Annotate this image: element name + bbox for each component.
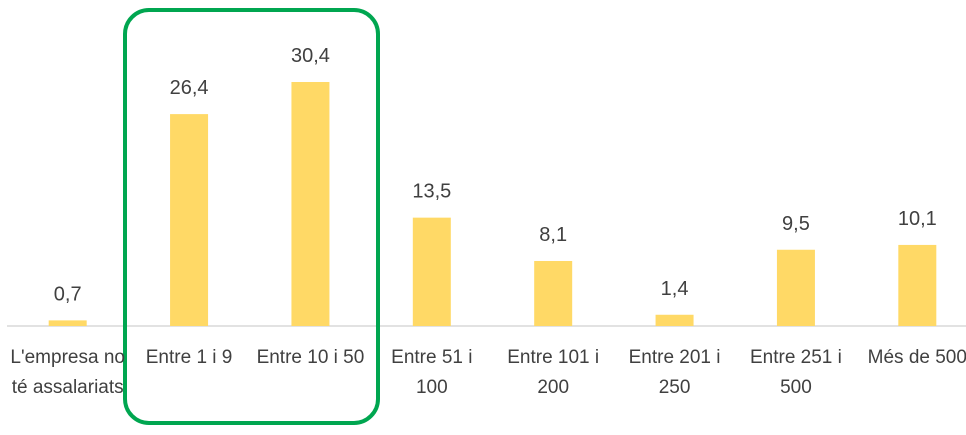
x-tick-label: Més de 500 bbox=[867, 347, 966, 368]
value-label: 9,5 bbox=[782, 213, 810, 235]
value-label: 30,4 bbox=[291, 45, 330, 67]
x-tick-label: Entre 101 i 200 bbox=[507, 347, 600, 398]
bar bbox=[898, 244, 937, 326]
bar bbox=[291, 82, 330, 326]
x-tick-label: Entre 251 i 500 bbox=[749, 347, 842, 398]
x-tick-label: Entre 201 i 250 bbox=[628, 347, 721, 398]
bar bbox=[170, 114, 209, 327]
x-tick-label: Entre 51 i 100 bbox=[391, 347, 473, 398]
value-label: 8,1 bbox=[539, 224, 567, 246]
x-tick-label: Entre 10 i 50 bbox=[256, 347, 365, 368]
bar bbox=[776, 249, 815, 326]
bar bbox=[48, 320, 87, 326]
value-label: 13,5 bbox=[412, 181, 451, 203]
value-label: 26,4 bbox=[170, 77, 209, 99]
bar bbox=[655, 314, 694, 326]
x-tick-label: L'empresa no té assalariats bbox=[10, 347, 125, 398]
value-label: 10,1 bbox=[898, 208, 937, 230]
x-tick-label: Entre 1 i 9 bbox=[145, 347, 233, 368]
value-label: 1,4 bbox=[661, 278, 689, 300]
bar bbox=[534, 260, 573, 326]
bar bbox=[412, 217, 451, 326]
highlight-box bbox=[123, 8, 380, 425]
value-label: 0,7 bbox=[54, 283, 82, 305]
